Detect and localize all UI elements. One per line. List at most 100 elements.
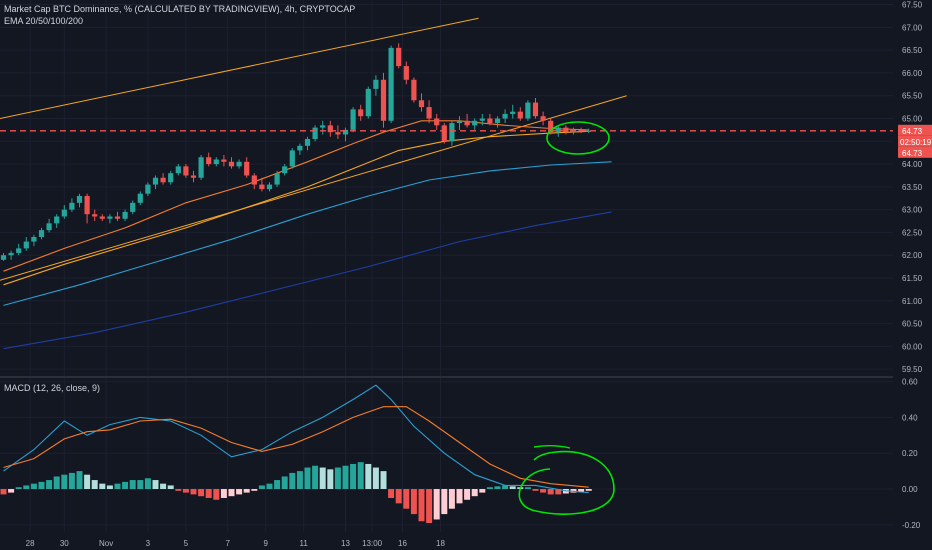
macd-hist-bar[interactable] xyxy=(296,471,303,490)
candle-body[interactable] xyxy=(69,202,75,210)
macd-hist-bar[interactable] xyxy=(441,489,448,515)
candle-body[interactable] xyxy=(76,195,83,203)
chart-title[interactable]: Market Cap BTC Dominance, % (CALCULATED … xyxy=(4,4,356,14)
candle-body[interactable] xyxy=(532,102,539,117)
candle-body[interactable] xyxy=(418,100,425,108)
candle-body[interactable] xyxy=(365,88,371,117)
macd-hist-bar[interactable] xyxy=(114,483,121,490)
candle-body[interactable] xyxy=(251,175,257,185)
macd-hist-bar[interactable] xyxy=(357,462,364,490)
candle-body[interactable] xyxy=(145,184,151,194)
candle-body[interactable] xyxy=(555,127,561,133)
candle-body[interactable] xyxy=(388,47,394,121)
candle-body[interactable] xyxy=(510,111,516,114)
macd-hist-bar[interactable] xyxy=(388,489,395,498)
macd-hist-bar[interactable] xyxy=(540,489,547,493)
ema-price-badge[interactable] xyxy=(898,146,932,158)
candle-body[interactable] xyxy=(449,123,455,142)
macd-hist-bar[interactable] xyxy=(99,483,106,490)
macd-hist-bar[interactable] xyxy=(38,481,45,490)
candle-body[interactable] xyxy=(183,166,189,176)
axes[interactable]: 67.5067.0066.5066.0065.5065.0064.5064.00… xyxy=(26,1,932,548)
candle-body[interactable] xyxy=(586,130,592,132)
candle-body[interactable] xyxy=(122,211,128,219)
candle-body[interactable] xyxy=(228,161,235,167)
macd-hist-bar[interactable] xyxy=(236,489,243,495)
candle-body[interactable] xyxy=(282,166,288,174)
macd-hist-bar[interactable] xyxy=(502,485,509,490)
candle-body[interactable] xyxy=(479,118,485,121)
macd-hist-bar[interactable] xyxy=(53,476,60,490)
macd-hist-bar[interactable] xyxy=(198,489,205,497)
candle-body[interactable] xyxy=(206,157,212,165)
macd-hist-bar[interactable] xyxy=(464,489,471,500)
macd-hist-bar[interactable] xyxy=(46,480,53,490)
candle-body[interactable] xyxy=(259,184,265,190)
candle-body[interactable] xyxy=(168,173,174,183)
macd-hist-bar[interactable] xyxy=(160,483,167,490)
macd-hist-bar[interactable] xyxy=(106,485,113,490)
annotation-stroke[interactable] xyxy=(533,445,571,449)
macd-hist-bar[interactable] xyxy=(0,489,7,495)
macd-hist-bar[interactable] xyxy=(258,485,265,490)
candle-body[interactable] xyxy=(502,113,508,119)
candle-body[interactable] xyxy=(46,223,52,231)
macd-hist-bar[interactable] xyxy=(395,489,402,504)
candle-body[interactable] xyxy=(0,255,7,260)
candle-body[interactable] xyxy=(304,139,311,146)
candle-body[interactable] xyxy=(548,120,554,133)
candle-body[interactable] xyxy=(190,175,197,178)
candle-body[interactable] xyxy=(373,79,379,89)
macd-hist-bar[interactable] xyxy=(479,489,486,493)
candle-body[interactable] xyxy=(266,184,273,190)
macd-hist-bar[interactable] xyxy=(251,489,258,491)
candle-body[interactable] xyxy=(99,216,105,219)
candle-body[interactable] xyxy=(8,252,14,256)
macd-hist-bar[interactable] xyxy=(494,486,501,490)
macd-hist-bar[interactable] xyxy=(23,485,30,490)
macd-hist-bar[interactable] xyxy=(205,489,212,498)
macd-hist-bar[interactable] xyxy=(8,489,15,493)
macd-hist-bar[interactable] xyxy=(365,463,372,490)
macd-hist-bar[interactable] xyxy=(524,487,531,490)
candle-body[interactable] xyxy=(380,79,387,121)
candle-body[interactable] xyxy=(175,166,181,174)
macd-hist-bar[interactable] xyxy=(190,489,197,495)
candle-body[interactable] xyxy=(244,161,250,176)
macd-hist-bar[interactable] xyxy=(578,489,585,492)
macd-hist-bar[interactable] xyxy=(15,487,22,490)
macd-hist-bar[interactable] xyxy=(182,489,189,493)
macd-hist-bar[interactable] xyxy=(403,489,410,509)
macd-hist-bar[interactable] xyxy=(486,487,493,490)
countdown-badge[interactable] xyxy=(898,135,932,147)
candle-body[interactable] xyxy=(320,125,326,128)
candle-body[interactable] xyxy=(114,216,121,219)
candle-body[interactable] xyxy=(396,47,402,67)
annotation-circle-price[interactable] xyxy=(546,121,610,155)
macd-hist-bar[interactable] xyxy=(213,489,220,500)
macd-hist-bar[interactable] xyxy=(327,469,334,490)
candle-body[interactable] xyxy=(221,159,227,162)
macd-hist-bar[interactable] xyxy=(547,489,554,495)
candle-body[interactable] xyxy=(38,230,45,237)
macd-hist-bar[interactable] xyxy=(372,467,379,490)
candle-body[interactable] xyxy=(517,111,523,119)
candle-body[interactable] xyxy=(563,127,569,133)
macd-hist-bar[interactable] xyxy=(30,483,37,490)
candle-body[interactable] xyxy=(289,150,295,167)
macd-hist-bar[interactable] xyxy=(243,489,250,493)
macd-hist-bar[interactable] xyxy=(129,480,136,490)
macd-hist-bar[interactable] xyxy=(350,463,357,490)
annotations[interactable] xyxy=(0,121,893,515)
annotation-circle-macd[interactable] xyxy=(518,450,615,515)
macd-hist-bar[interactable] xyxy=(555,489,562,495)
macd-hist-bar[interactable] xyxy=(585,489,592,491)
macd-hist-bar[interactable] xyxy=(68,472,75,490)
candle-body[interactable] xyxy=(137,193,143,203)
macd-hist-bar[interactable] xyxy=(342,465,349,490)
candle-body[interactable] xyxy=(441,125,447,142)
macd-hist-bar[interactable] xyxy=(380,471,387,490)
candle-body[interactable] xyxy=(152,177,159,185)
macd-hist-bar[interactable] xyxy=(312,465,319,490)
